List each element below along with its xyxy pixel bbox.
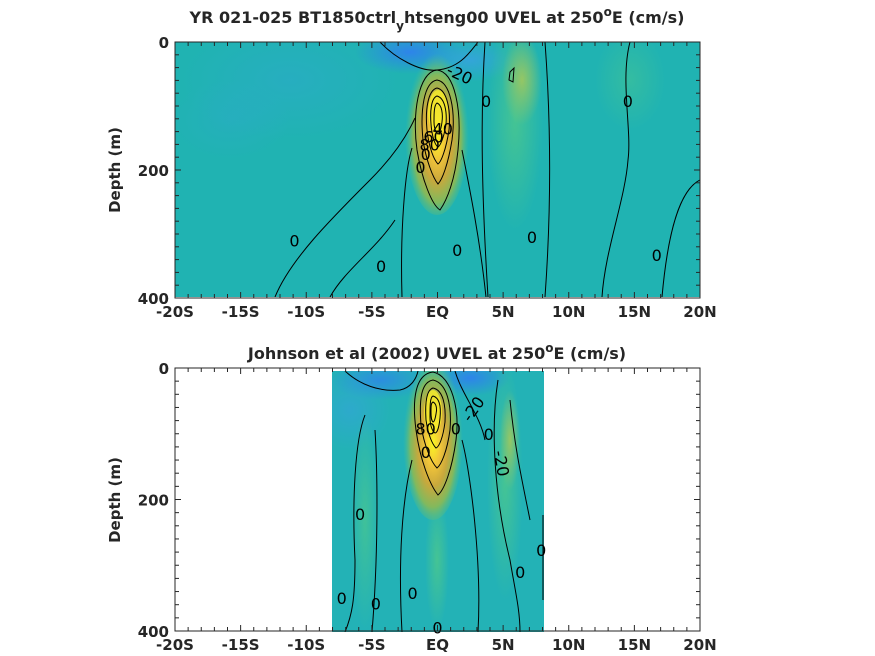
contour-label: 80 (416, 419, 436, 438)
contour-label: 0 (484, 425, 494, 444)
y-tick-label: 200 (138, 492, 169, 510)
contour-lines (344, 371, 544, 632)
contour-label: 0 (421, 145, 431, 164)
contour-label: 0 (452, 241, 462, 260)
x-tick-label: -20S (156, 303, 194, 321)
contour-label: 40 (433, 119, 453, 138)
x-tick-label: -15S (222, 303, 260, 321)
contour-label: 0 (527, 228, 537, 247)
x-tick-label: 5N (492, 303, 515, 321)
contour-label: 0 (337, 589, 347, 608)
contour-label: 0 (481, 92, 491, 111)
panel-model: YR 021-025 BT1850ctrlyhtseng00 UVEL at 2… (106, 5, 717, 321)
x-tick-label: -15S (222, 636, 260, 654)
contour-label: 0 (355, 505, 365, 524)
y-tick-label: 0 (159, 34, 169, 52)
x-tick-label: -5S (358, 636, 385, 654)
contour-label: 0 (289, 231, 299, 250)
velocity-field (175, 42, 700, 297)
y-axis-label: Depth (m) (106, 457, 124, 543)
contour-label: 60 (423, 128, 443, 147)
contour-label: 0 (515, 563, 525, 582)
contour-label: 0 (415, 158, 425, 177)
x-tick-label: -5S (358, 303, 385, 321)
contour-label: -20 (490, 449, 513, 478)
contour-label: 0 (371, 594, 381, 613)
contour-label: 80 (419, 135, 439, 154)
x-tick-label: 15N (618, 303, 651, 321)
x-tick-label: EQ (426, 636, 449, 654)
chart-title: YR 021-025 BT1850ctrlyhtseng00 UVEL at 2… (189, 5, 685, 33)
x-tick-label: 15N (618, 636, 651, 654)
contour-label: 0 (407, 584, 417, 603)
contour-lines (274, 42, 700, 297)
x-axis: -20S -15S -10S -5S EQ 5N 10N 15N 20N (156, 42, 717, 321)
y-axis: 0 200 400 (138, 360, 700, 641)
x-tick-label: 10N (552, 636, 585, 654)
x-tick-label: 20N (683, 636, 716, 654)
contour-label: 0 (451, 419, 461, 438)
y-tick-label: 400 (138, 623, 169, 641)
y-tick-label: 0 (159, 360, 169, 378)
contour-label: 0 (652, 246, 662, 265)
x-tick-label: -10S (287, 303, 325, 321)
x-tick-label: 5N (492, 636, 515, 654)
y-axis-label: Depth (m) (106, 127, 124, 213)
x-tick-label: -10S (287, 636, 325, 654)
y-tick-label: 400 (138, 290, 169, 308)
contour-label: 0 (536, 541, 546, 560)
y-tick-label: 200 (138, 162, 169, 180)
contour-label: 0 (421, 443, 431, 462)
chart-title: Johnson et al (2002) UVEL at 250oE (cm/s… (247, 341, 626, 363)
x-tick-label: EQ (426, 303, 449, 321)
contour-label: 0 (376, 257, 386, 276)
x-tick-label: 20N (683, 303, 716, 321)
contour-label: 0 (623, 92, 633, 111)
x-tick-label: 10N (552, 303, 585, 321)
x-tick-label: -20S (156, 636, 194, 654)
panel-observations: Johnson et al (2002) UVEL at 250oE (cm/s… (106, 341, 717, 654)
x-axis: -20S -15S -10S -5S EQ 5N 10N 15N 20N (156, 368, 717, 654)
